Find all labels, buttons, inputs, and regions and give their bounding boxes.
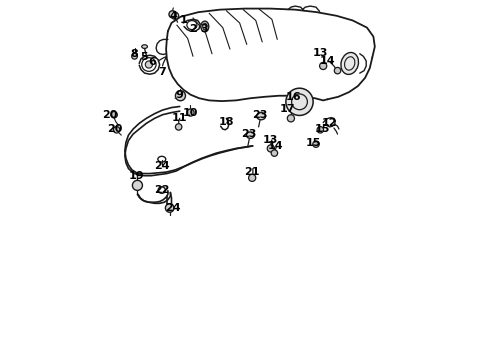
Circle shape — [187, 109, 194, 116]
Circle shape — [111, 112, 117, 118]
Text: 1: 1 — [180, 15, 188, 26]
Text: 17: 17 — [280, 104, 295, 114]
Text: 10: 10 — [183, 108, 198, 118]
Ellipse shape — [146, 61, 152, 68]
Circle shape — [166, 204, 174, 212]
Circle shape — [271, 150, 278, 156]
Text: 22: 22 — [154, 185, 170, 195]
Ellipse shape — [142, 45, 147, 48]
Text: 24: 24 — [154, 161, 170, 171]
Text: 21: 21 — [244, 167, 259, 177]
Circle shape — [172, 12, 179, 19]
Circle shape — [248, 174, 256, 181]
Circle shape — [334, 67, 341, 74]
Text: 15: 15 — [306, 139, 321, 148]
Circle shape — [132, 53, 137, 59]
Text: 16: 16 — [286, 92, 301, 102]
Text: 7: 7 — [158, 67, 166, 77]
Text: 14: 14 — [319, 56, 335, 66]
Circle shape — [132, 180, 143, 190]
Text: 12: 12 — [321, 118, 337, 128]
Circle shape — [113, 127, 120, 133]
Text: 15: 15 — [315, 124, 330, 134]
Text: 23: 23 — [252, 110, 267, 120]
Text: 14: 14 — [268, 141, 283, 151]
Circle shape — [175, 124, 182, 130]
Text: 18: 18 — [219, 117, 234, 127]
Circle shape — [267, 145, 274, 152]
Text: 20: 20 — [102, 110, 117, 120]
Text: 11: 11 — [172, 113, 188, 123]
Text: 20: 20 — [107, 124, 123, 134]
Ellipse shape — [201, 21, 209, 32]
Text: 2: 2 — [189, 24, 197, 34]
Circle shape — [286, 88, 313, 116]
Text: 3: 3 — [200, 24, 208, 35]
Text: 8: 8 — [131, 49, 138, 59]
Text: 6: 6 — [148, 57, 156, 67]
Ellipse shape — [341, 53, 359, 75]
Circle shape — [175, 91, 186, 101]
Text: 9: 9 — [176, 90, 184, 100]
Ellipse shape — [257, 113, 266, 120]
Text: 24: 24 — [165, 203, 180, 213]
Circle shape — [287, 115, 294, 122]
Text: 19: 19 — [129, 171, 145, 181]
Ellipse shape — [246, 132, 254, 138]
Text: 13: 13 — [313, 48, 328, 58]
Circle shape — [169, 11, 176, 18]
Circle shape — [317, 127, 323, 133]
Text: 5: 5 — [140, 52, 147, 62]
Circle shape — [319, 62, 327, 69]
Text: 23: 23 — [241, 129, 256, 139]
Text: 13: 13 — [263, 135, 278, 145]
Circle shape — [313, 141, 319, 147]
Text: 4: 4 — [170, 11, 177, 21]
